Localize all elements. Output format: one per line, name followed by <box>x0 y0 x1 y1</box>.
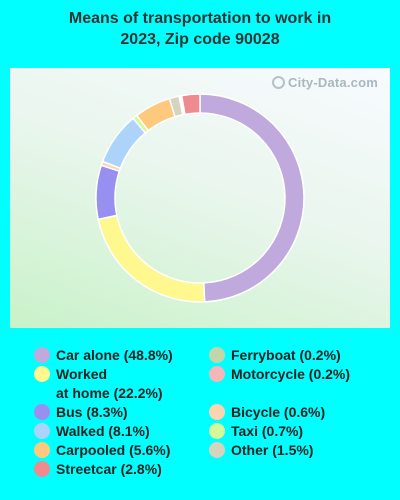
legend-item-walked: Walked (8.1%) <box>34 422 150 441</box>
legend-label: Bus (8.3%) <box>56 404 128 420</box>
legend-label: Taxi (0.7%) <box>231 423 304 439</box>
legend-item-ferryboat: Ferryboat (0.2%) <box>209 346 341 365</box>
donut-chart <box>95 93 305 303</box>
legend-swatch <box>34 347 50 363</box>
donut-slice-0 <box>199 93 305 303</box>
legend-label: Streetcar (2.8%) <box>56 461 162 477</box>
legend-swatch <box>34 423 50 439</box>
legend-swatch <box>34 461 50 477</box>
watermark: City-Data.com <box>271 75 378 90</box>
donut-slice-10 <box>180 93 201 116</box>
legend-swatch <box>34 404 50 420</box>
legend-label: Walked (8.1%) <box>56 423 150 439</box>
legend-swatch <box>209 442 225 458</box>
legend-item-streetcar: Streetcar (2.8%) <box>34 460 162 479</box>
watermark-text: City-Data.com <box>287 75 378 90</box>
donut-slice-1 <box>97 214 206 303</box>
legend-label: Car alone (48.8%) <box>56 347 173 363</box>
donut-slice-2 <box>95 164 121 221</box>
legend-label: Ferryboat (0.2%) <box>231 347 341 363</box>
legend-item-other: Other (1.5%) <box>209 441 313 460</box>
legend-swatch <box>209 347 225 363</box>
legend-item-worked-at-home: Worked at home (22.2%) <box>34 365 163 403</box>
legend-label: Other (1.5%) <box>231 442 314 458</box>
legend-item-taxi: Taxi (0.7%) <box>209 422 303 441</box>
legend-label: Carpooled (5.6%) <box>56 442 171 458</box>
legend-swatch <box>209 366 225 382</box>
legend-item-carpooled: Carpooled (5.6%) <box>34 441 170 460</box>
legend-label: Bicycle (0.6%) <box>231 404 326 420</box>
legend-item-bicycle: Bicycle (0.6%) <box>209 403 325 422</box>
plot-area: City-Data.com <box>10 68 390 328</box>
legend-item-car-alone: Car alone (48.8%) <box>34 346 173 365</box>
chart-title: Means of transportation to work in 2023,… <box>68 10 332 48</box>
legend-swatch <box>34 366 50 382</box>
legend-item-motorcycle: Motorcycle (0.2%) <box>209 365 350 384</box>
legend-swatch <box>34 442 50 458</box>
legend-item-bus: Bus (8.3%) <box>34 403 128 422</box>
legend-swatch <box>209 404 225 420</box>
legend-swatch <box>209 423 225 439</box>
legend-label: Motorcycle (0.2%) <box>231 366 351 382</box>
magnifier-icon <box>271 76 285 89</box>
legend: Car alone (48.8%) Worked at home (22.2%)… <box>0 346 400 496</box>
legend-label: Worked at home (22.2%) <box>56 366 163 401</box>
